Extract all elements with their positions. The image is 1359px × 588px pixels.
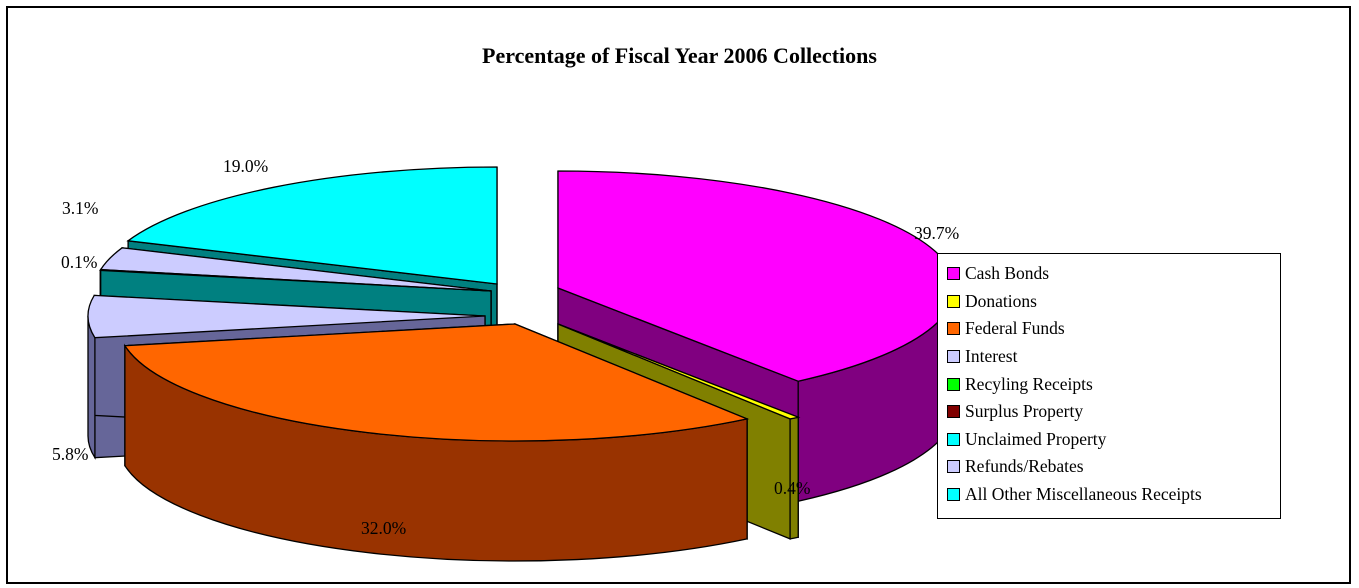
legend-swatch xyxy=(947,350,960,364)
data-label: 5.8% xyxy=(52,444,89,464)
legend-swatch xyxy=(947,267,960,281)
legend-label: Federal Funds xyxy=(965,318,1065,339)
legend-label: Recyling Receipts xyxy=(965,373,1093,394)
data-label: 0.4% xyxy=(774,478,811,498)
legend-item: Surplus Property xyxy=(938,398,1280,426)
legend-item: Donations xyxy=(938,288,1280,316)
pie-slice-federal-funds xyxy=(123,323,750,442)
pie-slice-interest xyxy=(87,294,486,339)
legend-label: Donations xyxy=(965,290,1037,311)
data-label: 0.1% xyxy=(61,252,98,272)
legend-swatch xyxy=(947,322,960,336)
legend-item: Refunds/Rebates xyxy=(938,453,1280,481)
legend-swatch xyxy=(947,294,960,308)
legend-label: Cash Bonds xyxy=(965,263,1050,284)
pie-slice-cash-bonds xyxy=(557,170,956,382)
legend-label: All Other Miscellaneous Receipts xyxy=(965,484,1202,505)
legend-item: Interest xyxy=(938,343,1280,371)
legend-item: Recyling Receipts xyxy=(938,370,1280,398)
data-label: 19.0% xyxy=(223,156,269,176)
legend-label: Refunds/Rebates xyxy=(965,456,1084,477)
legend-item: Cash Bonds xyxy=(938,260,1280,288)
legend-swatch xyxy=(947,488,960,502)
data-label: 32.0% xyxy=(361,518,407,538)
chart-legend: Cash Bonds Donations Federal Funds Interest… xyxy=(937,253,1281,519)
pie-slice-all-other-miscellaneous-receipts xyxy=(126,166,498,285)
legend-swatch xyxy=(947,377,960,391)
legend-item: Unclaimed Property xyxy=(938,426,1280,454)
legend-swatch xyxy=(947,432,960,446)
data-label: 3.1% xyxy=(62,198,99,218)
legend-swatch xyxy=(947,460,960,474)
legend-swatch xyxy=(947,405,960,419)
chart-title: Percentage of Fiscal Year 2006 Collectio… xyxy=(482,43,877,68)
legend-label: Surplus Property xyxy=(965,401,1084,422)
legend-label: Interest xyxy=(965,346,1018,367)
legend-item: All Other Miscellaneous Receipts xyxy=(938,481,1280,509)
pie-slice-unclaimed-property xyxy=(99,268,492,292)
data-label: 39.7% xyxy=(914,223,960,243)
pie-slice-donations xyxy=(557,323,801,420)
legend-label: Unclaimed Property xyxy=(965,428,1107,449)
legend-item: Federal Funds xyxy=(938,315,1280,343)
